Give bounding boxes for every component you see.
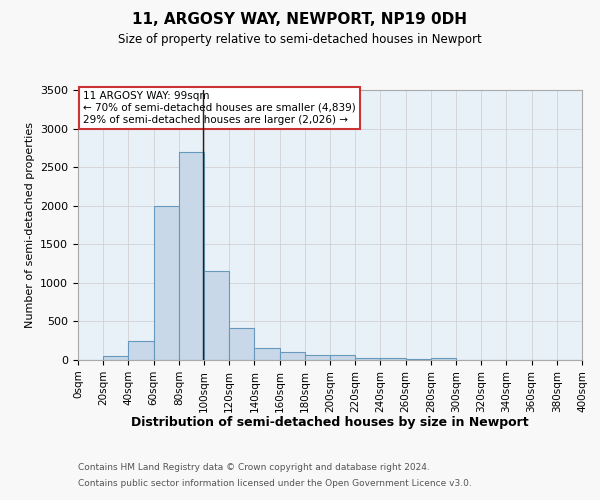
Bar bbox=[431, 358, 456, 360]
Bar bbox=[355, 358, 380, 360]
Bar bbox=[330, 356, 355, 360]
Bar bbox=[280, 352, 305, 360]
Text: Distribution of semi-detached houses by size in Newport: Distribution of semi-detached houses by … bbox=[131, 416, 529, 429]
Bar bbox=[380, 358, 406, 360]
Text: 11, ARGOSY WAY, NEWPORT, NP19 0DH: 11, ARGOSY WAY, NEWPORT, NP19 0DH bbox=[133, 12, 467, 28]
Text: 11 ARGOSY WAY: 99sqm
← 70% of semi-detached houses are smaller (4,839)
29% of se: 11 ARGOSY WAY: 99sqm ← 70% of semi-detac… bbox=[83, 92, 356, 124]
Bar bbox=[204, 272, 229, 360]
Bar bbox=[229, 328, 254, 360]
Bar bbox=[128, 340, 154, 360]
Y-axis label: Number of semi-detached properties: Number of semi-detached properties bbox=[25, 122, 35, 328]
Text: Contains public sector information licensed under the Open Government Licence v3: Contains public sector information licen… bbox=[78, 478, 472, 488]
Bar bbox=[154, 206, 179, 360]
Bar bbox=[406, 359, 431, 360]
Bar bbox=[254, 348, 280, 360]
Bar bbox=[305, 356, 330, 360]
Bar bbox=[179, 152, 204, 360]
Text: Size of property relative to semi-detached houses in Newport: Size of property relative to semi-detach… bbox=[118, 32, 482, 46]
Text: Contains HM Land Registry data © Crown copyright and database right 2024.: Contains HM Land Registry data © Crown c… bbox=[78, 464, 430, 472]
Bar bbox=[103, 356, 128, 360]
